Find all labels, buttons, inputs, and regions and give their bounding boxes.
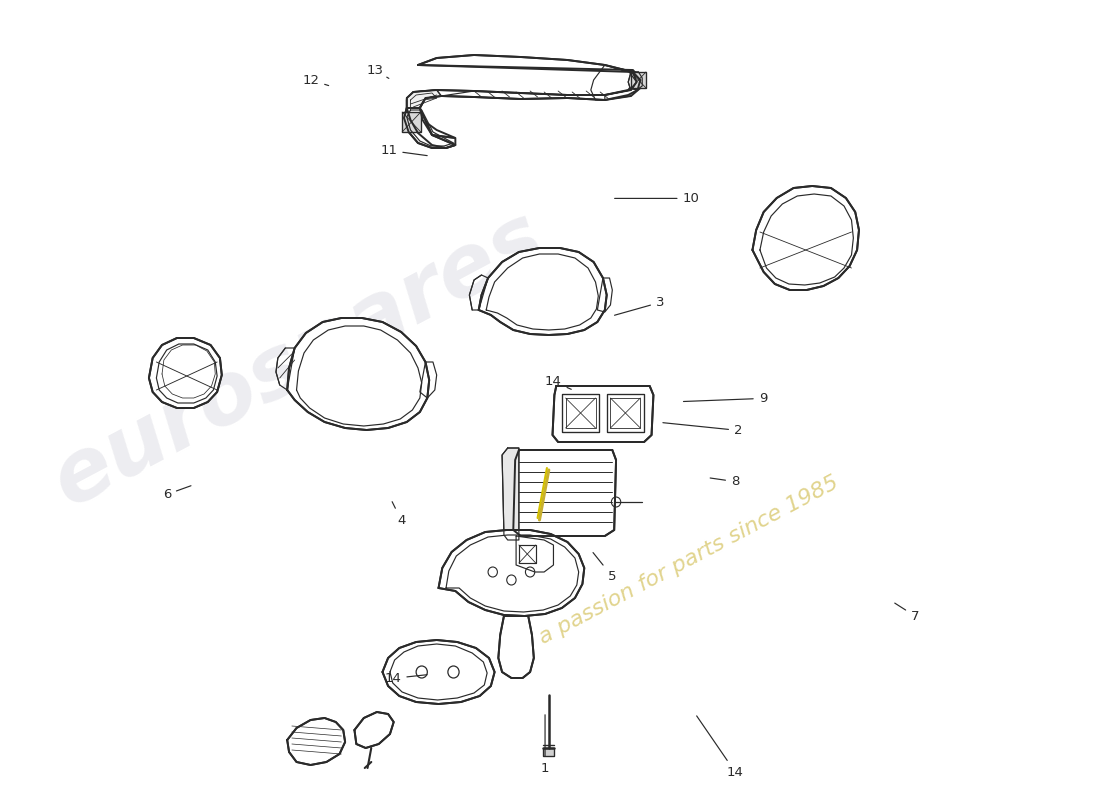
Text: 12: 12	[302, 74, 329, 86]
Text: 10: 10	[615, 192, 700, 205]
Polygon shape	[752, 186, 859, 290]
Text: 6: 6	[163, 486, 191, 501]
Text: 14: 14	[385, 672, 427, 685]
Polygon shape	[478, 248, 607, 335]
Text: a passion for parts since 1985: a passion for parts since 1985	[536, 472, 843, 648]
Polygon shape	[383, 640, 495, 704]
Polygon shape	[403, 112, 421, 132]
Polygon shape	[519, 545, 536, 563]
Polygon shape	[404, 108, 455, 148]
Text: 1: 1	[541, 714, 549, 774]
Text: 11: 11	[381, 144, 427, 157]
Text: 7: 7	[894, 603, 920, 622]
Text: 5: 5	[593, 553, 616, 582]
Polygon shape	[354, 712, 394, 748]
Text: 8: 8	[711, 475, 739, 488]
Polygon shape	[439, 530, 584, 616]
Polygon shape	[287, 318, 429, 430]
Text: 13: 13	[367, 64, 388, 78]
Text: 14: 14	[544, 375, 571, 390]
Polygon shape	[607, 394, 645, 432]
Polygon shape	[287, 718, 345, 765]
Polygon shape	[514, 450, 616, 536]
Text: 2: 2	[663, 422, 742, 437]
Polygon shape	[502, 448, 519, 540]
Polygon shape	[628, 72, 642, 90]
Text: 4: 4	[392, 502, 406, 526]
Text: 14: 14	[696, 716, 744, 778]
Text: eurospares: eurospares	[39, 195, 559, 525]
Polygon shape	[498, 616, 534, 678]
Polygon shape	[552, 386, 653, 442]
Polygon shape	[631, 72, 646, 88]
Text: 3: 3	[615, 296, 664, 315]
Polygon shape	[407, 55, 640, 138]
Polygon shape	[148, 338, 222, 408]
Polygon shape	[562, 394, 600, 432]
Text: 9: 9	[683, 392, 767, 405]
Polygon shape	[543, 748, 554, 756]
Polygon shape	[407, 90, 441, 108]
